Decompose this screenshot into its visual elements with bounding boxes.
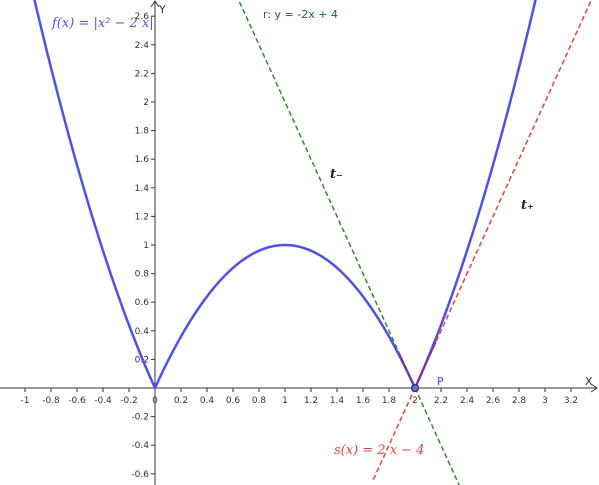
x-tick-label: 0.4	[200, 396, 215, 406]
x-tick-label: -0.8	[42, 396, 60, 406]
y-tick-label: -0.2	[131, 413, 149, 423]
y-tick-label: 0.8	[135, 270, 150, 280]
x-tick-label: 3	[542, 396, 548, 406]
x-tick-label: 2.4	[460, 396, 475, 406]
y-tick-label: 1.6	[135, 155, 150, 165]
x-tick-label: 1.6	[356, 396, 371, 406]
y-tick-label: 0.6	[135, 298, 150, 308]
y-tick-label: -0.6	[131, 470, 149, 480]
series-r-tangent-line	[238, 1, 460, 485]
y-tick-label: 1.4	[135, 184, 150, 194]
f-function-label: f(x) = |x² − 2 x|	[51, 16, 154, 31]
x-axis-label: X	[585, 375, 593, 388]
point-p-label: P	[437, 375, 444, 388]
ticks: -1 -0.8 -0.6 -0.4 -0.2 0 0.2 0.4 0.6 0.8 1 1.2 1.4 1.…	[21, 12, 579, 480]
y-tick-label: 0.4	[135, 327, 150, 337]
x-tick-label: 1.8	[382, 396, 397, 406]
series-s-tangent-line	[372, 0, 593, 480]
x-tick-label: 0	[152, 396, 158, 406]
x-axis-arrow-icon	[590, 383, 598, 393]
t-plus-label: t₊	[521, 198, 534, 213]
y-tick-label: 2	[143, 98, 149, 108]
x-tick-label: 2	[412, 396, 418, 406]
x-tick-label: -0.2	[120, 396, 138, 406]
t-minus-label: t₋	[330, 167, 343, 182]
x-tick-label: -0.4	[94, 396, 112, 406]
y-tick-label: 1.2	[135, 212, 149, 222]
y-tick-label: 2.2	[135, 69, 149, 79]
s-function-label: s(x) = 2 x − 4	[334, 443, 424, 458]
tangent-segment-right	[414, 341, 437, 389]
tangent-segment-left	[398, 353, 416, 389]
y-tick-label: 2.4	[135, 41, 150, 51]
y-tick-label: 1.8	[135, 127, 150, 137]
x-tick-label: -0.6	[68, 396, 86, 406]
y-tick-label: -0.4	[131, 441, 149, 451]
x-tick-label: 2.8	[512, 396, 527, 406]
y-tick-label: 2.6	[135, 12, 150, 22]
x-tick-label: 1	[282, 396, 288, 406]
x-tick-label: 1.4	[330, 396, 345, 406]
x-tick-label: -1	[21, 396, 30, 406]
x-tick-label: 0.6	[226, 396, 241, 406]
point-p	[410, 383, 420, 393]
y-tick-label: 1	[143, 241, 149, 251]
x-tick-label: 0.8	[252, 396, 267, 406]
y-axis-label: Y	[158, 3, 166, 16]
x-tick-label: 2.6	[486, 396, 501, 406]
r-line-label: r: y = -2x + 4	[263, 8, 338, 21]
x-tick-label: 3.2	[564, 396, 578, 406]
x-tick-label: 1.2	[304, 396, 318, 406]
labels: f(x) = |x² − 2 x| r: y = -2x + 4 s(x) = …	[51, 8, 534, 458]
y-axis-arrow-icon	[150, 0, 160, 8]
x-tick-label: 0.2	[174, 396, 188, 406]
x-tick-label: 2.2	[434, 396, 448, 406]
series-f-curve	[33, 0, 537, 390]
